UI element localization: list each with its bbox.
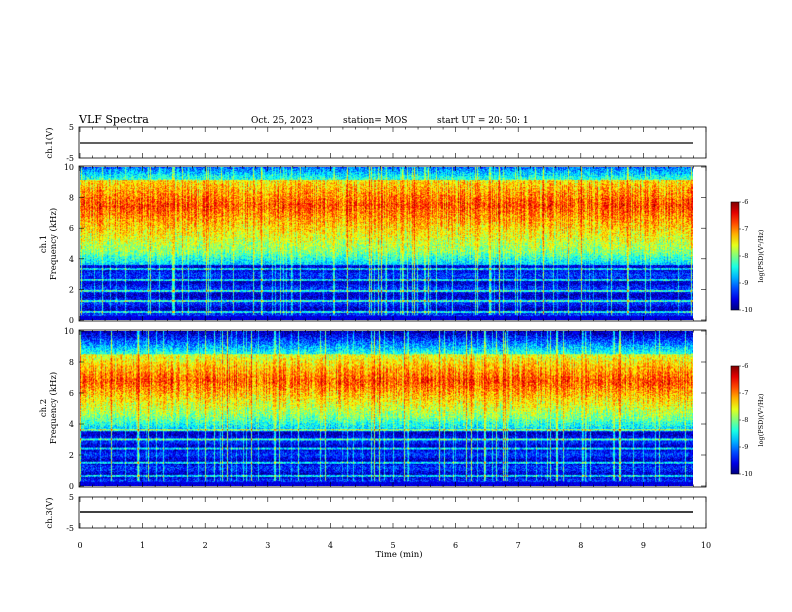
spec1-ylabel-frequency: Frequency (kHz) [48, 208, 59, 280]
time-tick-label: 7 [516, 541, 521, 550]
ch3-ylabel: ch.3(V) [44, 497, 55, 528]
colorbar-ch2-label: log(PSD)(V²/Hz) [757, 393, 765, 446]
start-time-label: start UT = 20: 50: 1 [437, 116, 529, 126]
colorbar-tick-label: -7 [742, 389, 748, 397]
freq-tick-label: 10 [64, 327, 74, 336]
time-tick-label: 8 [578, 541, 583, 550]
colorbar-tick-label: -8 [742, 416, 748, 424]
spec2-ylabel-frequency: Frequency (kHz) [48, 372, 59, 444]
spectrogram-ch2-image [80, 331, 693, 486]
ch1-ylabel: ch.1(V) [44, 127, 55, 158]
freq-tick-label: 0 [69, 316, 74, 325]
date-label: Oct. 25, 2023 [251, 116, 313, 126]
freq-tick-label: 6 [69, 389, 74, 398]
ch1-panel: 5 -5 ch.1(V) [44, 123, 707, 163]
time-axis-ticks [79, 127, 707, 528]
time-tick-label: 10 [701, 541, 711, 550]
colorbar-tick-label: -6 [742, 198, 748, 206]
colorbar-tick-label: -6 [742, 362, 748, 370]
spectrogram-ch2-panel: 0 2 4 6 8 10 ch.2 Frequency (kHz) [39, 327, 707, 491]
time-tick-label: 2 [203, 541, 208, 550]
freq-tick-label: 2 [69, 451, 74, 460]
ch3-ytick-top: 5 [69, 493, 74, 502]
colorbar-ch2-ticks: -6 -7 -8 -9 -10 [739, 362, 752, 478]
colorbar-tick-label: -9 [742, 279, 748, 287]
ch1-ytick-top: 5 [69, 123, 74, 132]
ch3-ytick-bottom: -5 [66, 524, 74, 533]
colorbar-ch1-label: log(PSD)(V²/Hz) [757, 229, 765, 282]
time-tick-label: 4 [328, 541, 333, 550]
time-tick-label: 5 [390, 541, 395, 550]
spectrogram-ch1-panel: 0 2 4 6 8 10 ch.1 Frequency (kHz) [39, 163, 707, 325]
colorbar-ch1-ticks: -6 -7 -8 -9 -10 [739, 198, 752, 314]
spec1-yticks: 0 2 4 6 8 10 [64, 163, 706, 325]
colorbar-ch2: -6 -7 -8 -9 -10 log(PSD)(V²/Hz) [730, 362, 765, 478]
spec1-ylabel-channel: ch.1 [39, 235, 49, 253]
time-tick-label: 0 [77, 541, 82, 550]
freq-tick-label: 10 [64, 163, 74, 172]
freq-tick-label: 2 [69, 285, 74, 294]
freq-tick-label: 6 [69, 224, 74, 233]
time-axis-tick-labels: 0 1 2 3 4 5 6 7 8 9 10 [77, 541, 711, 550]
spectrogram-ch1-image [80, 167, 693, 320]
freq-tick-label: 0 [69, 482, 74, 491]
colorbar-tick-label: -10 [742, 306, 752, 314]
freq-tick-label: 8 [69, 194, 74, 203]
spec2-ylabel-channel: ch.2 [39, 399, 49, 417]
colorbar-tick-label: -7 [742, 225, 748, 233]
station-label: station= MOS [343, 116, 407, 126]
ch3-panel: 5 -5 ch.3(V) [44, 493, 707, 533]
time-tick-label: 3 [265, 541, 270, 550]
freq-tick-label: 4 [69, 255, 74, 264]
ch1-ytick-bottom: -5 [66, 154, 74, 163]
colorbar-tick-label: -10 [742, 470, 752, 478]
colorbar-tick-label: -9 [742, 443, 748, 451]
freq-tick-label: 8 [69, 358, 74, 367]
colorbar-tick-label: -8 [742, 252, 748, 260]
freq-tick-label: 4 [69, 420, 74, 429]
figure-title: VLF Spectra [78, 113, 149, 126]
colorbar-ch1: -6 -7 -8 -9 -10 log(PSD)(V²/Hz) [730, 198, 765, 314]
time-tick-label: 6 [453, 541, 458, 550]
time-tick-label: 9 [641, 541, 646, 550]
time-axis-label: Time (min) [375, 549, 422, 560]
time-tick-label: 1 [140, 541, 145, 550]
